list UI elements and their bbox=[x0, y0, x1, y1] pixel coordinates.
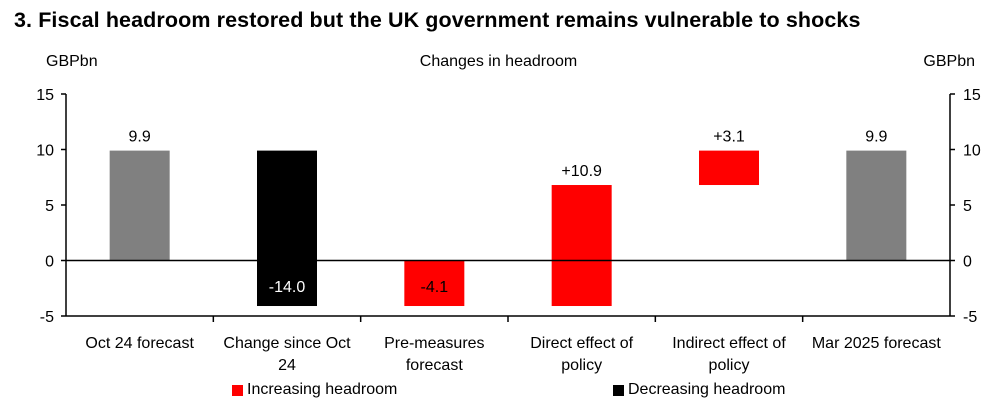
data-label-3: +10.9 bbox=[561, 163, 602, 180]
y-axis-unit-right: GBPbn bbox=[923, 53, 975, 70]
legend-label-decreasing: Decreasing headroom bbox=[628, 381, 786, 398]
data-label-4: +3.1 bbox=[713, 129, 745, 146]
x-category-label-4: Indirect effect of policy bbox=[672, 335, 786, 374]
legend-label-increasing: Increasing headroom bbox=[247, 381, 398, 398]
y-tick-label-right: 5 bbox=[963, 198, 972, 215]
data-label-2: -4.1 bbox=[421, 279, 449, 296]
y-tick-label-right: -5 bbox=[963, 309, 977, 326]
y-axis-unit-left: GBPbn bbox=[46, 53, 98, 70]
chart-subtitle: Changes in headroom bbox=[419, 53, 578, 70]
bar-3 bbox=[551, 185, 612, 307]
y-tick-label-left: 10 bbox=[36, 143, 54, 160]
bar-1 bbox=[257, 150, 317, 307]
bar-4 bbox=[699, 150, 759, 186]
y-tick-label-right: 10 bbox=[963, 143, 981, 160]
x-category-label-2: Pre-measures forecast bbox=[384, 335, 485, 374]
y-tick-label-left: 5 bbox=[45, 198, 54, 215]
chart-title: 3. Fiscal headroom restored but the UK g… bbox=[14, 8, 861, 32]
y-tick-label-left: 15 bbox=[36, 87, 54, 104]
y-tick-label-left: 0 bbox=[45, 254, 54, 271]
data-label-0: 9.9 bbox=[129, 129, 151, 146]
legend-swatch-decreasing bbox=[613, 384, 624, 396]
x-category-label-5: Mar 2025 forecast bbox=[811, 335, 941, 352]
x-category-label-3: Direct effect of policy bbox=[530, 335, 634, 374]
legend-item-increasing: Increasing headroom bbox=[232, 381, 397, 399]
legend-item-decreasing: Decreasing headroom bbox=[613, 381, 785, 399]
y-tick-label-right: 0 bbox=[963, 254, 972, 271]
y-tick-label-left: -5 bbox=[40, 309, 54, 326]
x-category-label-1: Change since Oct 24 bbox=[223, 335, 351, 374]
x-category-label-0: Oct 24 forecast bbox=[85, 335, 194, 352]
bar-2 bbox=[404, 260, 465, 307]
data-label-1: -14.0 bbox=[269, 279, 306, 296]
bar-5 bbox=[846, 150, 907, 261]
legend-swatch-increasing bbox=[232, 384, 243, 396]
bar-0 bbox=[109, 150, 170, 261]
y-tick-label-right: 15 bbox=[963, 87, 981, 104]
data-label-5: 9.9 bbox=[865, 129, 887, 146]
